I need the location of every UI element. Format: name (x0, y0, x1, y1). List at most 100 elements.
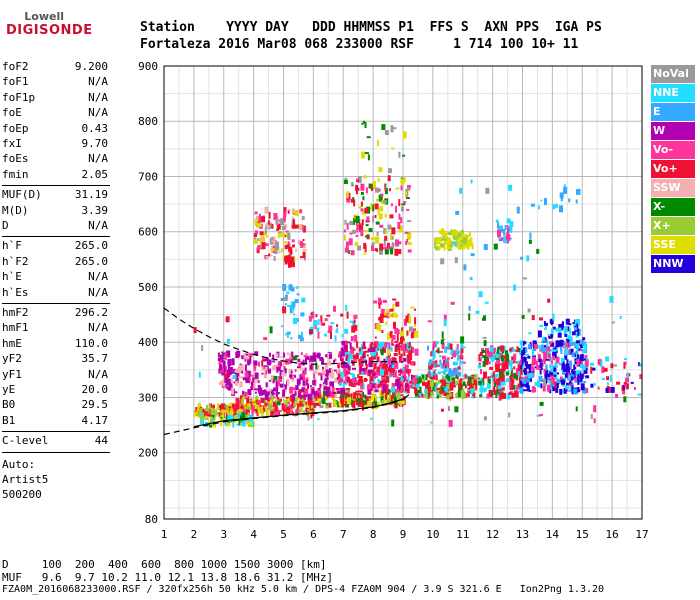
echo-point (511, 378, 515, 384)
echo-point (454, 230, 458, 237)
echo-point (460, 388, 465, 393)
echo-point (415, 381, 420, 389)
echo-point (519, 340, 523, 346)
echo-point (526, 255, 530, 262)
echo-point (365, 363, 368, 369)
echo-point (286, 410, 289, 412)
echo-point (523, 347, 528, 353)
echo-point (299, 337, 304, 342)
echo-point (377, 386, 380, 389)
echo-point (251, 421, 254, 425)
echo-point (330, 322, 335, 325)
echo-point (576, 346, 579, 351)
echo-point (509, 381, 512, 388)
echo-point (283, 404, 287, 409)
echo-point (510, 371, 513, 377)
echo-point (254, 218, 258, 226)
echo-point (507, 359, 510, 365)
echo-point (381, 330, 384, 333)
echo-point (345, 241, 349, 248)
echo-point (315, 396, 318, 401)
echo-point (387, 224, 392, 230)
echo-point (354, 241, 358, 246)
echo-point (434, 381, 439, 385)
distance-row: D 100 200 400 600 800 1000 1500 3000 [km… (2, 558, 327, 571)
echo-point (372, 215, 375, 223)
echo-point (380, 299, 383, 305)
echo-point (368, 396, 371, 402)
echo-point (553, 365, 557, 372)
echo-point (282, 284, 287, 291)
echo-point (513, 366, 516, 370)
echo-point (432, 384, 435, 392)
param-value: N/A (88, 219, 108, 232)
echo-point (278, 376, 283, 382)
echo-point (398, 151, 401, 158)
echo-point (386, 377, 389, 380)
echo-point (307, 383, 309, 390)
echo-point (389, 214, 394, 219)
echo-point (299, 367, 304, 371)
echo-point (380, 193, 384, 197)
echo-point (523, 277, 527, 280)
echo-point (578, 339, 582, 345)
echo-point (448, 391, 451, 394)
echo-point (545, 358, 550, 361)
echo-point (440, 366, 445, 369)
echo-point (341, 340, 346, 345)
echo-point (296, 318, 299, 322)
echo-point (530, 371, 534, 374)
echo-point (234, 369, 239, 373)
echo-point (241, 421, 245, 425)
echo-point (536, 414, 541, 417)
echo-point (505, 350, 509, 356)
param-key: MUF(D) (2, 188, 42, 202)
echo-point (520, 365, 523, 369)
echo-point (482, 336, 487, 339)
echo-point (268, 368, 271, 374)
echo-point (461, 346, 466, 349)
echo-point (575, 406, 578, 412)
echo-point (370, 203, 373, 210)
echo-point (394, 361, 399, 369)
echo-point (538, 345, 541, 351)
echo-point (483, 244, 488, 251)
echo-point (534, 366, 537, 369)
echo-point (400, 394, 404, 397)
echo-point (405, 379, 408, 384)
echo-point (261, 216, 266, 223)
echo-point (625, 383, 629, 390)
legend-item-vo-: Vo+ (651, 160, 695, 178)
echo-point (452, 350, 457, 358)
echo-point (247, 412, 250, 415)
echo-point (569, 336, 573, 343)
echo-point (403, 350, 406, 356)
param-value: N/A (88, 106, 108, 120)
echo-point (375, 396, 378, 402)
echo-point (369, 343, 372, 349)
echo-point (249, 392, 252, 399)
echo-point (404, 364, 409, 370)
echo-point (573, 367, 577, 369)
echo-point (288, 369, 292, 375)
echo-point (285, 396, 290, 399)
echo-point (279, 376, 283, 379)
echo-point (502, 386, 505, 389)
echo-point (212, 404, 215, 409)
echo-point (539, 414, 543, 417)
echo-point (311, 311, 315, 319)
echo-point (397, 241, 402, 245)
echo-point (397, 222, 401, 229)
echo-point (345, 400, 348, 406)
echo-point (198, 371, 201, 378)
echo-point (337, 365, 340, 369)
echo-point (520, 353, 523, 360)
echo-point (316, 398, 320, 405)
echo-point (444, 236, 449, 244)
param-key: foF1 (2, 75, 29, 89)
echo-point (265, 391, 270, 396)
echo-point (437, 347, 440, 354)
echo-point (358, 399, 363, 407)
echo-point (391, 147, 395, 150)
echo-point (254, 378, 259, 383)
